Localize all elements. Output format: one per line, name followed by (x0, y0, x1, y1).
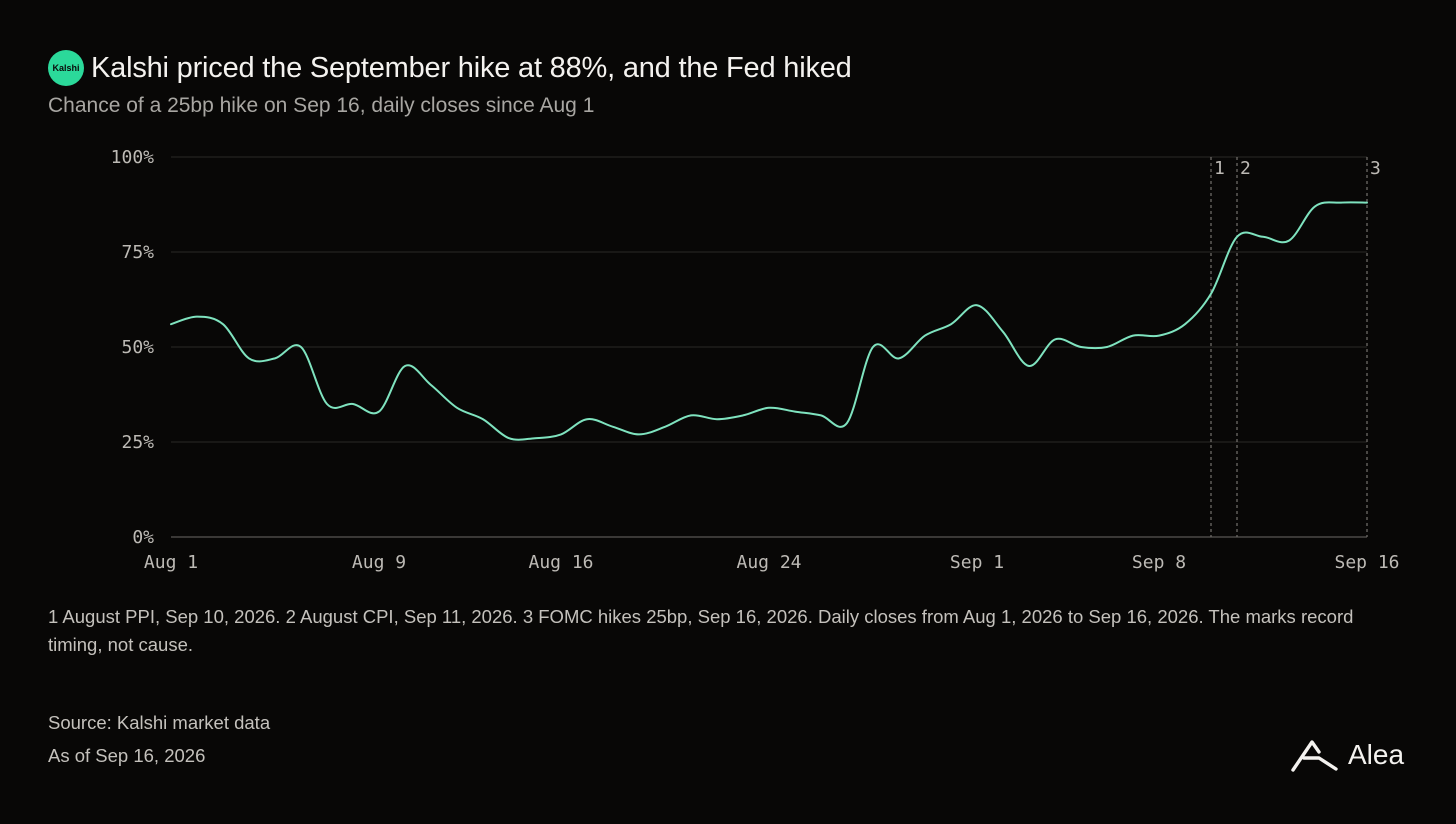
axes: 0% 25% 50% 75% 100% Aug 1 Aug 9 Aug 16 Aug 24 Sep… (111, 147, 1400, 573)
x-tick-label: Aug 9 (352, 552, 406, 573)
series (170, 201, 1368, 441)
x-tick-label: Sep 8 (1132, 552, 1186, 573)
x-tick-label: Sep 16 (1334, 552, 1399, 573)
as-of-date: As of Sep 16, 2026 (48, 745, 206, 766)
y-tick-label: 100% (111, 147, 155, 168)
chart-title: Kalshi priced the September hike at 88%,… (91, 51, 852, 84)
footnote: 1 August PPI, Sep 10, 2026. 2 August CPI… (48, 606, 1354, 655)
x-tick-label: Aug 24 (736, 552, 801, 573)
chart-subtitle: Chance of a 25bp hike on Sep 16, daily c… (48, 94, 595, 117)
event-marker-label: 3 (1370, 158, 1381, 179)
x-tick-label: Sep 1 (950, 552, 1004, 573)
y-tick-label: 75% (121, 242, 154, 263)
y-tick-label: 50% (121, 337, 154, 358)
event-marker-label: 2 (1240, 158, 1251, 179)
source-note: Source: Kalshi market data (48, 712, 271, 733)
y-tick-label: 25% (121, 432, 154, 453)
event-marker-label: 1 (1214, 158, 1225, 179)
x-tick-label: Aug 1 (144, 552, 198, 573)
chart-header: Kalshi Kalshi priced the September hike … (48, 48, 1408, 118)
alea-brand: Alea (1290, 738, 1404, 772)
alea-logo-icon (1291, 740, 1338, 772)
alea-wordmark: Alea (1348, 739, 1405, 770)
x-tick-label: Aug 16 (528, 552, 593, 573)
gridlines (171, 156, 1367, 443)
title-row: Kalshi Kalshi priced the September hike … (48, 48, 1408, 88)
kalshi-logo-icon: Kalshi (48, 50, 84, 86)
series-line-0 (170, 201, 1368, 441)
y-tick-label: 0% (132, 527, 154, 548)
